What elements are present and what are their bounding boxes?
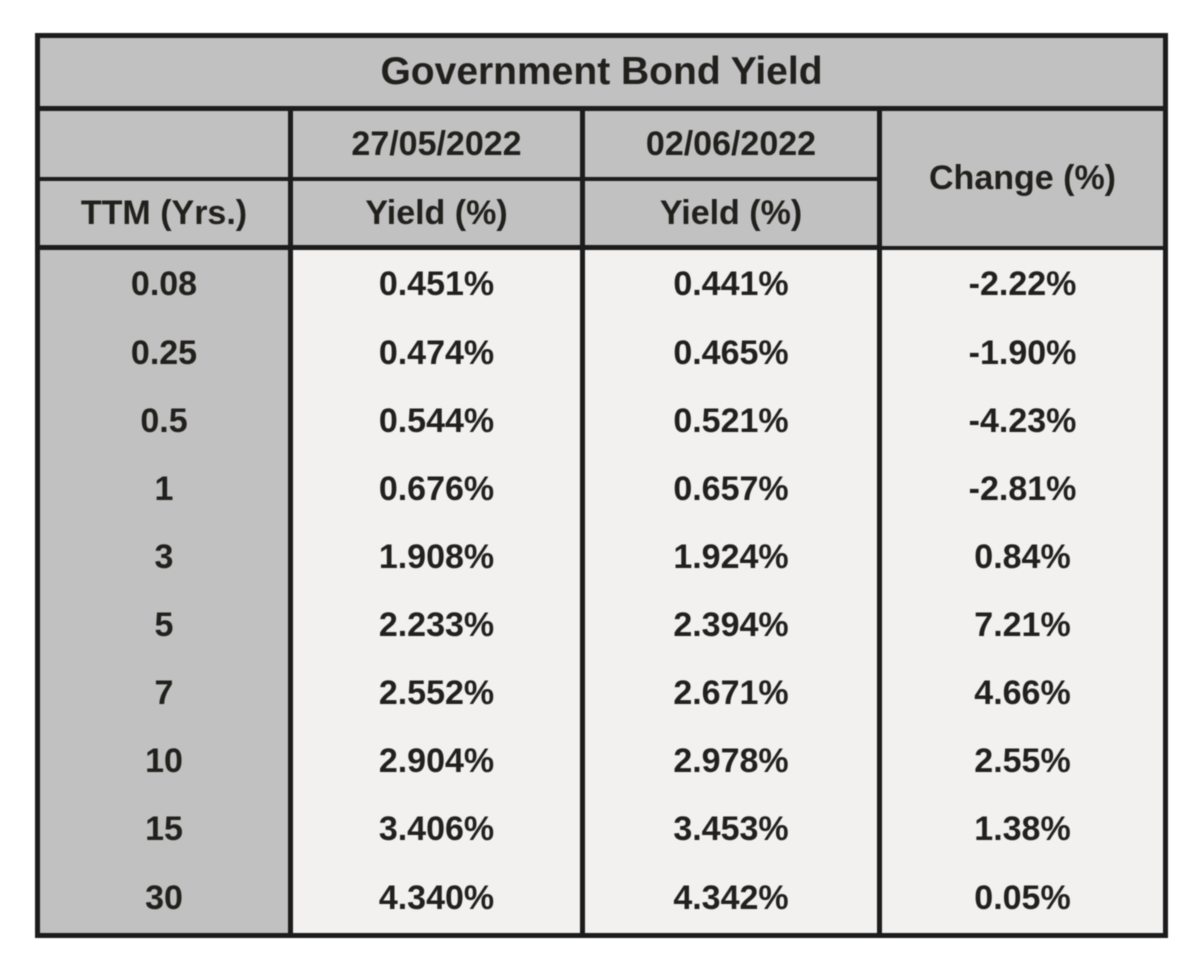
change-cell: 0.05% xyxy=(876,863,1169,936)
yield-1-cell: 2.552% xyxy=(288,659,585,728)
yield-2-cell: 2.394% xyxy=(580,591,882,660)
change-cell: -1.90% xyxy=(876,319,1169,388)
yield-2-cell: 2.978% xyxy=(580,727,882,796)
yield-1-cell: 0.676% xyxy=(288,455,585,524)
yield-2-cell: 0.441% xyxy=(580,247,882,320)
empty-corner-cell xyxy=(35,108,293,181)
table-row: 3 1.908% 1.924% 0.84% xyxy=(35,523,1169,592)
table-row: Government Bond Yield xyxy=(37,35,1166,111)
yield-2-cell: 0.465% xyxy=(580,319,882,388)
ttm-cell: 7 xyxy=(35,659,293,728)
ttm-cell: 0.5 xyxy=(35,387,293,456)
yield-2-cell: 0.521% xyxy=(580,387,882,456)
table-row: 5 2.233% 2.394% 7.21% xyxy=(35,591,1169,660)
table-row: 0.25 0.474% 0.465% -1.90% xyxy=(35,319,1169,388)
yield-1-cell: 0.451% xyxy=(288,247,585,320)
bond-yield-table: Government Bond Yield 27/05/2022 02/06/2… xyxy=(35,33,1169,938)
change-cell: 2.55% xyxy=(876,727,1169,796)
yield-2-cell: 3.453% xyxy=(580,795,882,864)
ttm-cell: 1 xyxy=(35,455,293,524)
ttm-cell: 0.08 xyxy=(35,247,293,320)
yield-1-cell: 2.233% xyxy=(288,591,585,660)
date-header-2: 02/06/2022 xyxy=(580,108,882,181)
ttm-cell: 5 xyxy=(35,591,293,660)
yield-1-cell: 3.406% xyxy=(288,795,585,864)
yield-1-cell: 2.904% xyxy=(288,727,585,796)
change-cell: 0.84% xyxy=(876,523,1169,592)
government-bond-yield-table: Government Bond Yield 27/05/2022 02/06/2… xyxy=(35,33,1169,938)
table-row: 0.08 0.451% 0.441% -2.22% xyxy=(35,247,1169,320)
table-title: Government Bond Yield xyxy=(37,35,1166,111)
yield-1-cell: 0.474% xyxy=(288,319,585,388)
table-row: 15 3.406% 3.453% 1.38% xyxy=(35,795,1169,864)
ttm-cell: 3 xyxy=(35,523,293,592)
ttm-cell: 10 xyxy=(35,727,293,796)
yield-2-cell: 2.671% xyxy=(580,659,882,728)
change-cell: -2.81% xyxy=(876,455,1169,524)
table-row: 1 0.676% 0.657% -2.81% xyxy=(35,455,1169,524)
yield-2-cell: 0.657% xyxy=(580,455,882,524)
yield-1-cell: 4.340% xyxy=(288,863,585,936)
table-row: 27/05/2022 02/06/2022 Change (%) xyxy=(35,108,1169,250)
change-cell: -2.22% xyxy=(876,247,1169,320)
table-row: 30 4.340% 4.342% 0.05% xyxy=(35,863,1169,936)
yield-1-cell: 0.544% xyxy=(288,387,585,456)
change-cell: 1.38% xyxy=(876,795,1169,864)
ttm-cell: 0.25 xyxy=(35,319,293,388)
yield-2-cell: 4.342% xyxy=(580,863,882,936)
table-row: TTM (Yrs.) Yield (%) Yield (%) xyxy=(35,179,1166,250)
yield-1-cell: 1.908% xyxy=(288,523,585,592)
date-header-1: 27/05/2022 xyxy=(288,108,585,181)
table-row: 7 2.552% 2.671% 4.66% xyxy=(35,659,1169,728)
change-cell: 7.21% xyxy=(876,591,1169,660)
ttm-cell: 15 xyxy=(35,795,293,864)
change-cell: 4.66% xyxy=(876,659,1169,728)
yield-2-cell: 1.924% xyxy=(580,523,882,592)
ttm-header: TTM (Yrs.) xyxy=(35,179,293,250)
yield-header-1: Yield (%) xyxy=(288,179,585,250)
ttm-cell: 30 xyxy=(35,863,293,936)
table-row: 10 2.904% 2.978% 2.55% xyxy=(35,727,1169,796)
table-row: 0.5 0.544% 0.521% -4.23% xyxy=(35,387,1169,456)
change-cell: -4.23% xyxy=(876,387,1169,456)
yield-header-2: Yield (%) xyxy=(580,179,882,250)
change-header: Change (%) xyxy=(876,108,1169,250)
